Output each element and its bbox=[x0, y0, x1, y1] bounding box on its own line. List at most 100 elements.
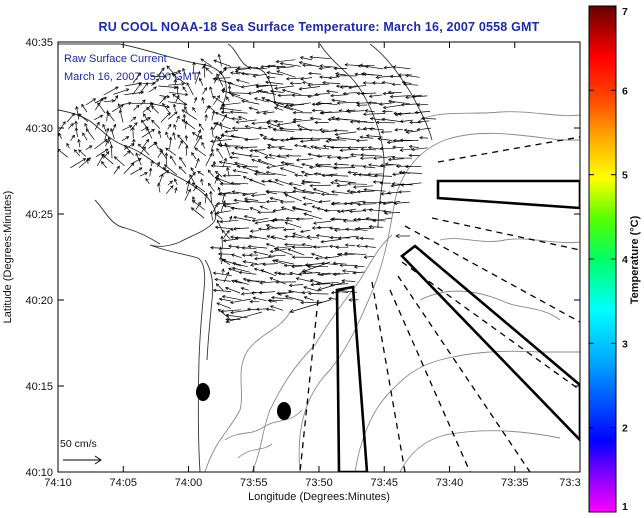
current-vector bbox=[111, 145, 113, 159]
current-vector bbox=[320, 65, 338, 68]
current-vector-head bbox=[213, 59, 217, 63]
current-vector-head bbox=[333, 66, 337, 71]
y-tick-label: 40:15 bbox=[25, 381, 53, 393]
current-vector bbox=[365, 65, 384, 70]
current-vector bbox=[299, 128, 320, 131]
current-vector-head bbox=[223, 157, 227, 162]
current-vector bbox=[220, 122, 223, 130]
current-vector-head bbox=[71, 112, 75, 117]
current-vector-head bbox=[354, 72, 359, 76]
current-vector-head bbox=[184, 105, 188, 110]
current-vector-head bbox=[301, 290, 305, 295]
current-vector bbox=[211, 135, 218, 149]
current-vector-head bbox=[392, 172, 396, 177]
current-vector-head bbox=[332, 261, 337, 265]
current-vector bbox=[250, 262, 266, 266]
x-tick-label: 73:40 bbox=[436, 477, 464, 489]
current-vector bbox=[244, 198, 259, 201]
current-vector-head bbox=[379, 181, 383, 185]
current-vector bbox=[177, 134, 189, 147]
current-vector-head bbox=[254, 221, 259, 225]
current-vector bbox=[251, 159, 269, 165]
current-vector bbox=[167, 180, 173, 186]
current-vector-head bbox=[267, 254, 272, 258]
current-vector-head bbox=[135, 152, 139, 157]
current-vector-head bbox=[399, 148, 404, 152]
current-vector-head bbox=[209, 245, 214, 250]
current-vector bbox=[289, 272, 302, 276]
current-vector bbox=[231, 182, 249, 185]
current-vector-head bbox=[250, 193, 255, 198]
current-vector-head bbox=[284, 162, 289, 167]
current-vector-head bbox=[181, 109, 186, 113]
current-vector bbox=[78, 113, 89, 122]
x-tick-label: 73:55 bbox=[240, 477, 268, 489]
y-tick-label: 40:20 bbox=[25, 295, 53, 307]
current-vector bbox=[333, 262, 347, 265]
current-vector bbox=[158, 183, 161, 193]
current-vector-head bbox=[253, 267, 258, 272]
contour-line bbox=[354, 350, 580, 472]
current-vector-head bbox=[254, 97, 258, 101]
current-vector bbox=[181, 109, 197, 120]
current-vector-head bbox=[222, 238, 227, 243]
current-vector-head bbox=[216, 94, 221, 99]
current-vector-head bbox=[246, 307, 251, 311]
current-vector-head bbox=[165, 131, 169, 136]
current-vector-head bbox=[279, 200, 284, 204]
current-vector-head bbox=[222, 200, 226, 204]
current-vector bbox=[347, 110, 365, 113]
current-vector bbox=[274, 247, 293, 256]
current-vector bbox=[241, 84, 257, 88]
current-vector-head bbox=[184, 92, 189, 97]
current-vector bbox=[275, 104, 294, 111]
current-vector-head bbox=[295, 158, 300, 162]
current-vector bbox=[335, 131, 357, 136]
current-vector-head bbox=[244, 199, 248, 203]
current-vector-head bbox=[258, 126, 262, 130]
current-vector bbox=[184, 106, 188, 113]
current-vector-head bbox=[390, 184, 395, 188]
current-vector-head bbox=[266, 165, 270, 170]
current-vector-head bbox=[310, 282, 314, 287]
current-vector bbox=[421, 117, 437, 120]
current-vector bbox=[289, 182, 302, 187]
current-vector-head bbox=[146, 106, 150, 111]
current-vector-head bbox=[381, 109, 386, 114]
current-vector-head bbox=[368, 224, 373, 229]
current-vector-head bbox=[276, 154, 281, 158]
current-vector bbox=[192, 132, 203, 140]
plot-frame bbox=[57, 41, 581, 473]
current-vector bbox=[213, 70, 222, 84]
current-vector-head bbox=[274, 271, 278, 275]
current-vector-head bbox=[301, 268, 307, 273]
contour-line bbox=[204, 311, 291, 472]
current-vector-head bbox=[356, 202, 361, 207]
current-vector-head bbox=[404, 73, 409, 78]
current-vector bbox=[335, 73, 347, 76]
current-vector-head bbox=[277, 292, 282, 296]
current-vector bbox=[348, 146, 367, 149]
current-vector-head bbox=[228, 155, 233, 160]
current-vector bbox=[199, 78, 204, 86]
current-vector bbox=[211, 165, 231, 168]
current-vector bbox=[157, 67, 165, 77]
current-vector bbox=[191, 207, 205, 219]
current-vector-head bbox=[197, 201, 201, 206]
current-vector-head bbox=[273, 217, 277, 222]
current-vector bbox=[182, 68, 187, 77]
current-vector bbox=[360, 154, 383, 157]
current-vector-head bbox=[309, 137, 314, 141]
current-vector-head bbox=[365, 216, 370, 221]
current-vector-head bbox=[267, 125, 272, 129]
current-vector bbox=[356, 101, 377, 104]
current-vector-head bbox=[88, 145, 93, 149]
colorbar-tick-label: 3 bbox=[622, 338, 628, 350]
current-vector-head bbox=[327, 137, 332, 142]
current-vector bbox=[294, 174, 304, 177]
current-vector bbox=[266, 164, 286, 169]
current-vector bbox=[94, 97, 107, 104]
current-vector-head bbox=[311, 205, 316, 209]
current-vector bbox=[142, 82, 156, 85]
current-vector bbox=[294, 144, 305, 147]
